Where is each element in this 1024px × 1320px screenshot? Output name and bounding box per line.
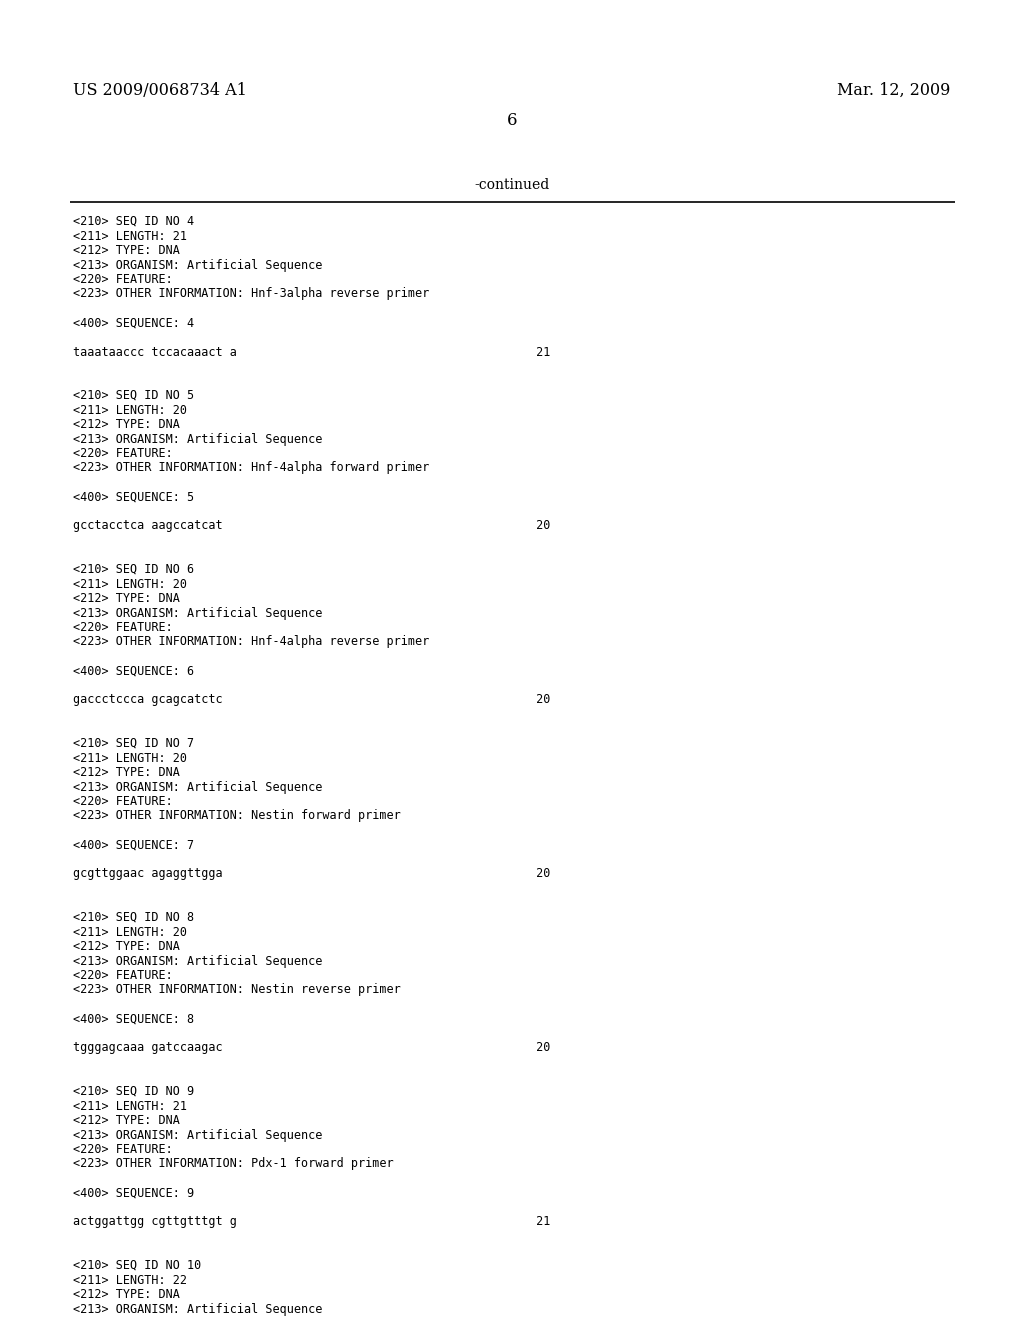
Text: gaccctccca gcagcatctc                                            20: gaccctccca gcagcatctc 20 — [73, 693, 550, 706]
Text: <213> ORGANISM: Artificial Sequence: <213> ORGANISM: Artificial Sequence — [73, 1129, 323, 1142]
Text: <210> SEQ ID NO 9: <210> SEQ ID NO 9 — [73, 1085, 195, 1098]
Text: <211> LENGTH: 21: <211> LENGTH: 21 — [73, 1100, 187, 1113]
Text: <223> OTHER INFORMATION: Hnf-3alpha reverse primer: <223> OTHER INFORMATION: Hnf-3alpha reve… — [73, 288, 429, 301]
Text: <211> LENGTH: 21: <211> LENGTH: 21 — [73, 230, 187, 243]
Text: <400> SEQUENCE: 9: <400> SEQUENCE: 9 — [73, 1187, 195, 1200]
Text: <212> TYPE: DNA: <212> TYPE: DNA — [73, 766, 180, 779]
Text: <211> LENGTH: 20: <211> LENGTH: 20 — [73, 578, 187, 590]
Text: <220> FEATURE:: <220> FEATURE: — [73, 795, 173, 808]
Text: <220> FEATURE:: <220> FEATURE: — [73, 969, 173, 982]
Text: <212> TYPE: DNA: <212> TYPE: DNA — [73, 1288, 180, 1302]
Text: gcgttggaac agaggttgga                                            20: gcgttggaac agaggttgga 20 — [73, 867, 550, 880]
Text: <210> SEQ ID NO 6: <210> SEQ ID NO 6 — [73, 564, 195, 576]
Text: <213> ORGANISM: Artificial Sequence: <213> ORGANISM: Artificial Sequence — [73, 780, 323, 793]
Text: <213> ORGANISM: Artificial Sequence: <213> ORGANISM: Artificial Sequence — [73, 259, 323, 272]
Text: tgggagcaaa gatccaagac                                            20: tgggagcaaa gatccaagac 20 — [73, 1041, 550, 1055]
Text: <220> FEATURE:: <220> FEATURE: — [73, 1143, 173, 1156]
Text: <400> SEQUENCE: 6: <400> SEQUENCE: 6 — [73, 664, 195, 677]
Text: <220> FEATURE:: <220> FEATURE: — [73, 447, 173, 459]
Text: -continued: -continued — [474, 178, 550, 191]
Text: <400> SEQUENCE: 8: <400> SEQUENCE: 8 — [73, 1012, 195, 1026]
Text: <400> SEQUENCE: 7: <400> SEQUENCE: 7 — [73, 838, 195, 851]
Text: <212> TYPE: DNA: <212> TYPE: DNA — [73, 940, 180, 953]
Text: <223> OTHER INFORMATION: Hnf-4alpha reverse primer: <223> OTHER INFORMATION: Hnf-4alpha reve… — [73, 635, 429, 648]
Text: <220> FEATURE:: <220> FEATURE: — [73, 273, 173, 286]
Text: <210> SEQ ID NO 5: <210> SEQ ID NO 5 — [73, 389, 195, 403]
Text: actggattgg cgttgtttgt g                                          21: actggattgg cgttgtttgt g 21 — [73, 1216, 550, 1229]
Text: <211> LENGTH: 20: <211> LENGTH: 20 — [73, 925, 187, 939]
Text: Mar. 12, 2009: Mar. 12, 2009 — [837, 82, 950, 99]
Text: <213> ORGANISM: Artificial Sequence: <213> ORGANISM: Artificial Sequence — [73, 433, 323, 446]
Text: <210> SEQ ID NO 7: <210> SEQ ID NO 7 — [73, 737, 195, 750]
Text: <223> OTHER INFORMATION: Pdx-1 forward primer: <223> OTHER INFORMATION: Pdx-1 forward p… — [73, 1158, 393, 1171]
Text: <212> TYPE: DNA: <212> TYPE: DNA — [73, 418, 180, 432]
Text: 6: 6 — [507, 112, 517, 129]
Text: <400> SEQUENCE: 5: <400> SEQUENCE: 5 — [73, 491, 195, 503]
Text: <210> SEQ ID NO 8: <210> SEQ ID NO 8 — [73, 911, 195, 924]
Text: <213> ORGANISM: Artificial Sequence: <213> ORGANISM: Artificial Sequence — [73, 954, 323, 968]
Text: <220> FEATURE:: <220> FEATURE: — [73, 620, 173, 634]
Text: <210> SEQ ID NO 10: <210> SEQ ID NO 10 — [73, 1259, 202, 1272]
Text: <400> SEQUENCE: 4: <400> SEQUENCE: 4 — [73, 317, 195, 330]
Text: <211> LENGTH: 22: <211> LENGTH: 22 — [73, 1274, 187, 1287]
Text: <223> OTHER INFORMATION: Nestin forward primer: <223> OTHER INFORMATION: Nestin forward … — [73, 809, 400, 822]
Text: <210> SEQ ID NO 4: <210> SEQ ID NO 4 — [73, 215, 195, 228]
Text: <213> ORGANISM: Artificial Sequence: <213> ORGANISM: Artificial Sequence — [73, 1303, 323, 1316]
Text: <223> OTHER INFORMATION: Hnf-4alpha forward primer: <223> OTHER INFORMATION: Hnf-4alpha forw… — [73, 462, 429, 474]
Text: <211> LENGTH: 20: <211> LENGTH: 20 — [73, 751, 187, 764]
Text: gcctacctca aagccatcat                                            20: gcctacctca aagccatcat 20 — [73, 520, 550, 532]
Text: <223> OTHER INFORMATION: Nestin reverse primer: <223> OTHER INFORMATION: Nestin reverse … — [73, 983, 400, 997]
Text: <212> TYPE: DNA: <212> TYPE: DNA — [73, 1114, 180, 1127]
Text: <212> TYPE: DNA: <212> TYPE: DNA — [73, 591, 180, 605]
Text: <211> LENGTH: 20: <211> LENGTH: 20 — [73, 404, 187, 417]
Text: US 2009/0068734 A1: US 2009/0068734 A1 — [73, 82, 247, 99]
Text: <212> TYPE: DNA: <212> TYPE: DNA — [73, 244, 180, 257]
Text: taaataaccc tccacaaact a                                          21: taaataaccc tccacaaact a 21 — [73, 346, 550, 359]
Text: <213> ORGANISM: Artificial Sequence: <213> ORGANISM: Artificial Sequence — [73, 606, 323, 619]
